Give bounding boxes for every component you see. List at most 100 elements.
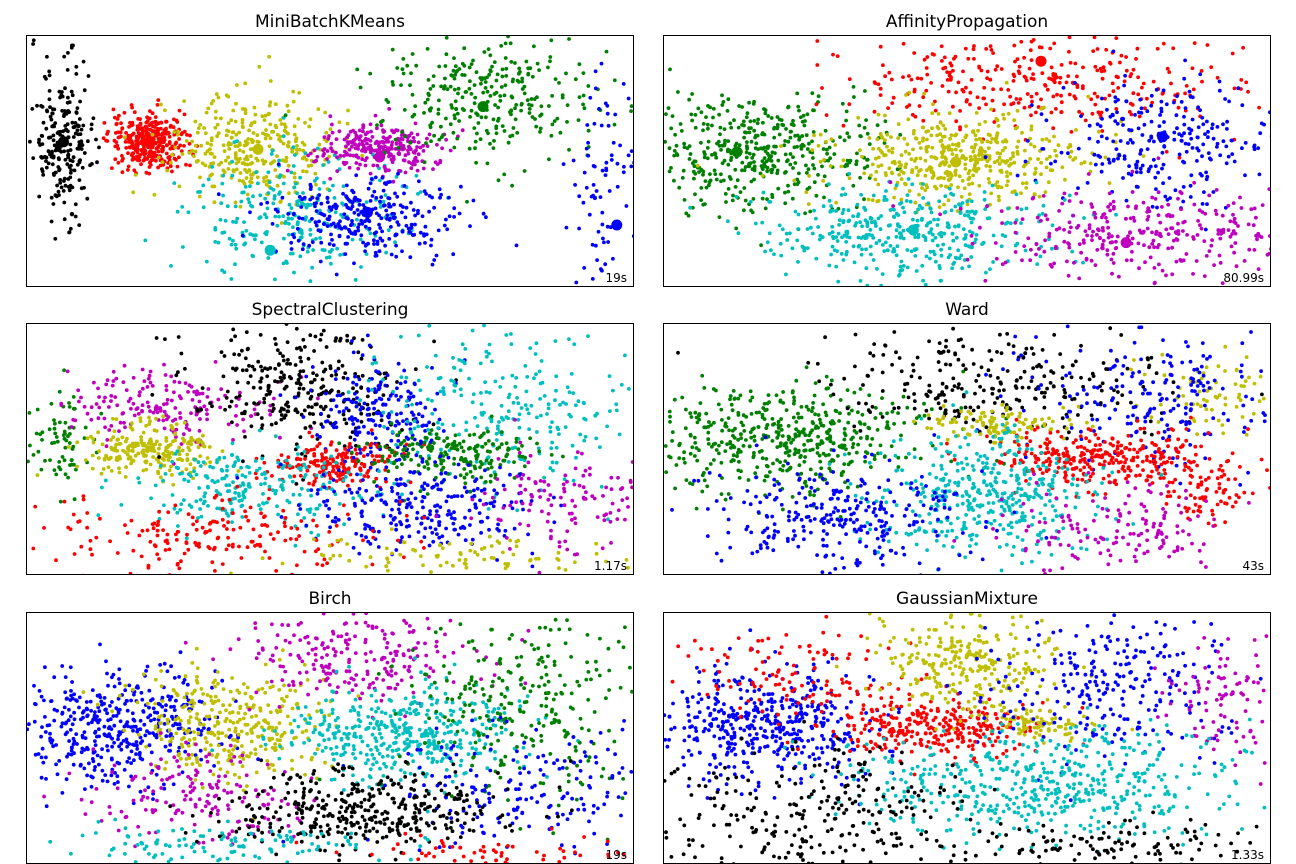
data-point <box>1156 213 1161 218</box>
data-point <box>1214 188 1219 192</box>
data-point <box>435 142 439 147</box>
data-point <box>1031 77 1036 81</box>
data-point <box>285 103 290 108</box>
data-point <box>1196 105 1200 110</box>
data-point <box>1200 79 1204 84</box>
data-point <box>186 390 190 394</box>
data-point <box>237 394 242 398</box>
data-point <box>259 202 263 206</box>
data-point <box>89 127 94 131</box>
data-point <box>621 82 626 86</box>
data-point <box>138 416 143 420</box>
data-point <box>48 114 53 119</box>
data-point <box>865 224 870 229</box>
data-point <box>357 222 362 227</box>
data-point <box>343 252 348 256</box>
data-point <box>345 333 350 338</box>
data-point <box>1215 145 1219 149</box>
data-point <box>370 194 375 198</box>
data-point <box>52 468 57 472</box>
data-point <box>729 125 734 130</box>
data-point <box>775 171 780 176</box>
data-point <box>390 211 395 216</box>
data-point <box>977 65 982 70</box>
data-point <box>997 155 1002 160</box>
data-point <box>70 212 74 217</box>
data-point <box>1051 94 1056 99</box>
data-point <box>991 87 995 92</box>
data-point <box>517 66 522 71</box>
data-point <box>1206 129 1210 134</box>
data-point <box>1090 205 1095 209</box>
data-point <box>915 76 920 81</box>
data-point <box>409 166 414 171</box>
data-point <box>395 194 400 199</box>
cluster-center-marker <box>907 224 919 236</box>
data-point <box>793 161 798 165</box>
data-point <box>231 130 236 135</box>
data-point <box>314 201 318 206</box>
data-point <box>864 235 869 240</box>
data-point <box>913 200 918 205</box>
data-point <box>527 102 531 107</box>
data-point <box>673 132 677 137</box>
data-point <box>63 157 68 162</box>
data-point <box>361 129 365 134</box>
data-point <box>936 126 941 131</box>
data-point <box>1022 148 1027 153</box>
data-point <box>1161 162 1166 167</box>
data-point <box>605 111 610 116</box>
data-point <box>899 177 904 182</box>
data-point <box>632 161 633 165</box>
data-point <box>328 127 333 131</box>
data-point <box>264 393 269 397</box>
data-point <box>897 231 902 236</box>
data-point <box>1164 149 1169 154</box>
data-point <box>287 221 291 226</box>
data-point <box>672 178 676 183</box>
data-point <box>1182 219 1187 224</box>
data-point <box>177 137 182 141</box>
data-point <box>453 73 458 77</box>
data-point <box>143 238 148 243</box>
data-point <box>720 161 725 166</box>
data-point <box>1238 195 1242 200</box>
data-point <box>574 280 579 285</box>
data-point <box>1151 238 1156 243</box>
data-point <box>901 41 906 46</box>
data-point <box>109 438 113 442</box>
data-point <box>1039 97 1043 102</box>
data-point <box>760 159 765 163</box>
data-point <box>303 426 308 430</box>
data-point <box>103 395 107 400</box>
data-point <box>444 52 449 57</box>
data-point <box>415 402 419 406</box>
data-point <box>472 126 477 130</box>
data-point <box>1007 163 1011 168</box>
data-point <box>679 129 684 133</box>
data-point <box>926 221 930 226</box>
data-point <box>1043 190 1048 195</box>
data-point <box>754 141 759 146</box>
data-point <box>341 412 346 417</box>
data-point <box>1214 212 1219 217</box>
data-point <box>104 444 109 449</box>
data-point <box>102 457 107 462</box>
data-point <box>204 407 209 412</box>
data-point <box>1202 274 1207 278</box>
data-point <box>483 80 488 84</box>
data-point <box>800 119 805 124</box>
data-point <box>341 215 345 220</box>
data-point <box>529 97 534 101</box>
data-point <box>785 159 789 164</box>
data-point <box>48 458 52 462</box>
data-point <box>696 106 701 111</box>
data-point <box>967 264 971 269</box>
data-point <box>983 155 988 160</box>
data-point <box>326 160 331 164</box>
data-point <box>52 418 56 422</box>
data-point <box>251 139 256 143</box>
data-point <box>553 77 558 81</box>
data-point <box>379 120 383 124</box>
data-point <box>100 442 105 447</box>
